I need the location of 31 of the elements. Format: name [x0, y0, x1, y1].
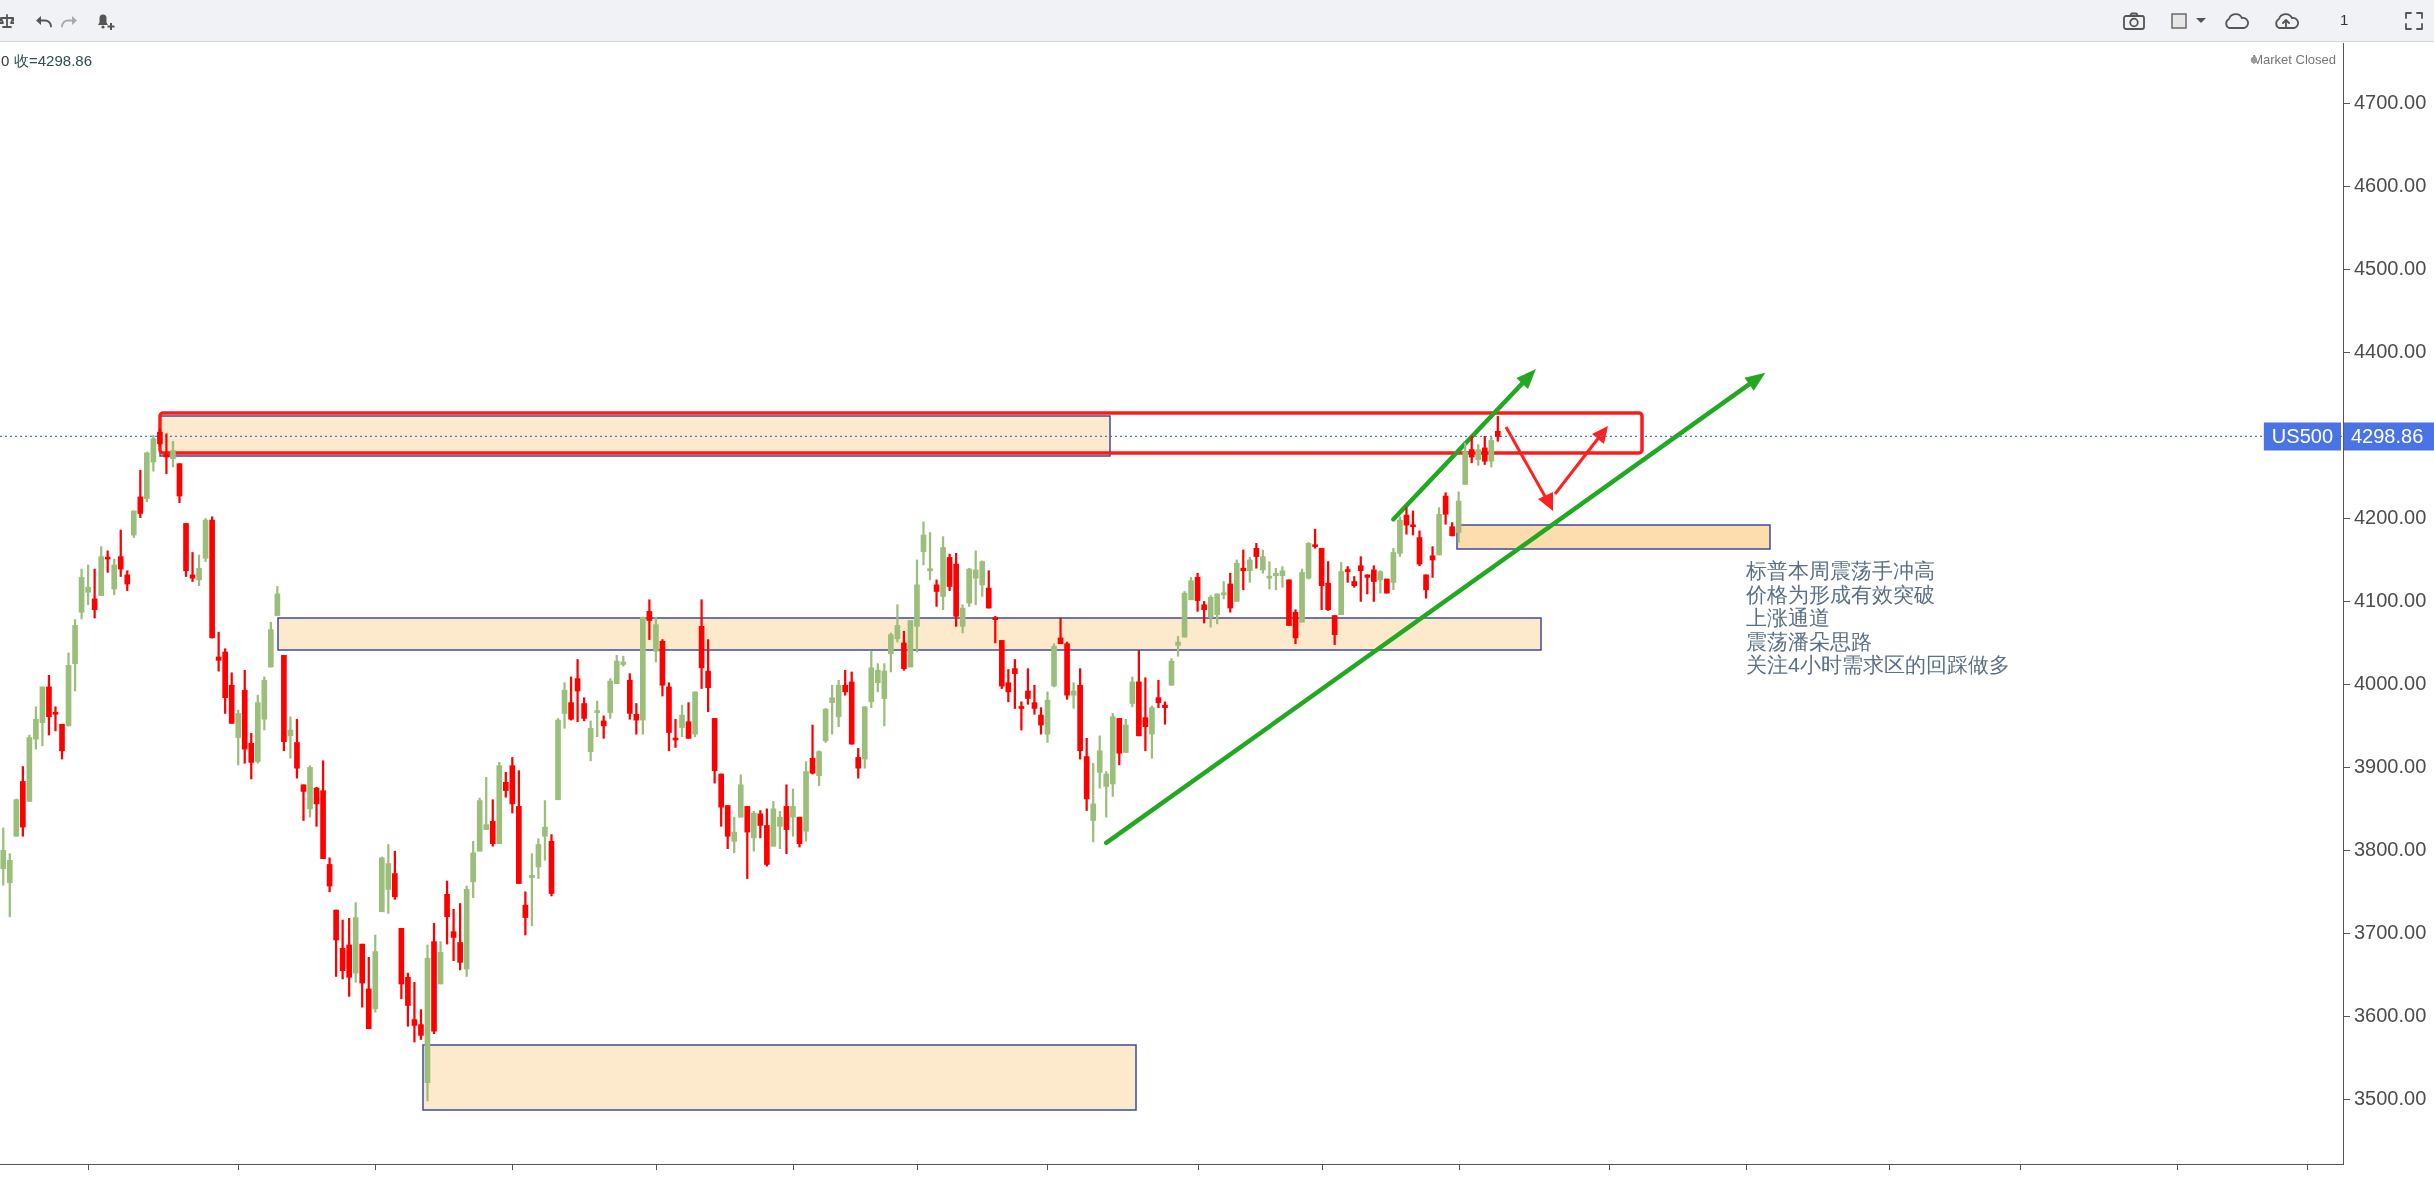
annotation: 价格为形成有效突破 [1746, 582, 1935, 607]
candlestick [1266, 561, 1273, 590]
candlestick [1070, 682, 1077, 709]
y-tick-label: 3700.00 [2354, 920, 2427, 943]
y-tick-label: 4500.00 [2354, 257, 2427, 280]
ref-line-label: US500 [2271, 424, 2333, 447]
annotation: 标普本周震荡手冲高 [1746, 559, 1935, 583]
candlestick [1155, 679, 1162, 708]
y-tick-label: 3800.00 [2354, 837, 2427, 860]
candlestick [646, 599, 653, 640]
y-tick-label: 3600.00 [2354, 1003, 2427, 1026]
annotation: 震荡潘朵思路 [1746, 629, 1872, 654]
y-tick-label: 3500.00 [2354, 1086, 2427, 1109]
y-tick-label: 3900.00 [2354, 754, 2427, 777]
annotation: 关注4小时需求区的回踩做多 [1746, 653, 2010, 677]
candlestick [450, 908, 457, 962]
y-tick-label: 4100.00 [2354, 588, 2427, 611]
annotation: 上涨通道 [1746, 606, 1830, 630]
y-tick-label: 4400.00 [2354, 340, 2427, 363]
candlestick [300, 784, 307, 821]
annotation: 收=4298.86 [14, 52, 92, 69]
candlestick [1031, 684, 1038, 715]
text: 4298.86 [2351, 424, 2424, 447]
candlestick [1018, 701, 1025, 731]
text: 1 [2340, 11, 2349, 28]
y-tick-label: 4700.00 [2354, 91, 2427, 114]
annotation: 0 [1, 52, 10, 69]
candlestick [1429, 546, 1436, 578]
y-tick-label: 4000.00 [2354, 671, 2427, 694]
y-tick-label: 4200.00 [2354, 505, 2427, 528]
y-tick-label: 4600.00 [2354, 174, 2427, 197]
